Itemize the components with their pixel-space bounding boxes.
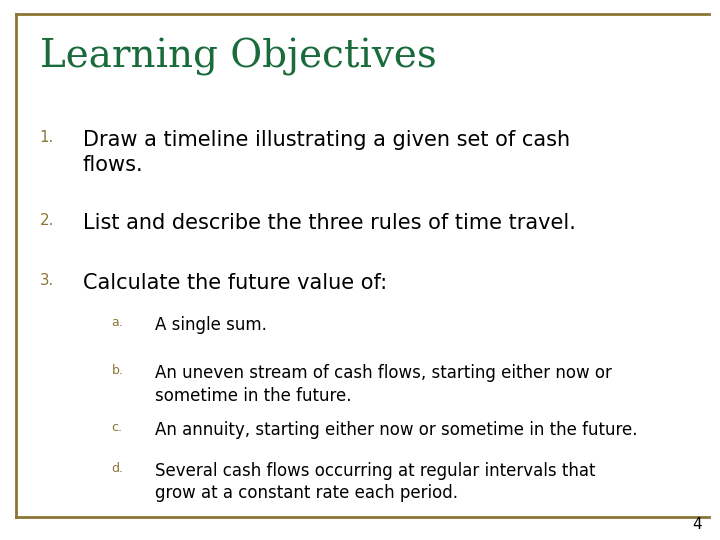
Text: Draw a timeline illustrating a given set of cash
flows.: Draw a timeline illustrating a given set… (83, 130, 570, 175)
Text: List and describe the three rules of time travel.: List and describe the three rules of tim… (83, 213, 576, 233)
Text: b.: b. (112, 364, 123, 377)
Text: 3.: 3. (40, 273, 54, 288)
Text: Several cash flows occurring at regular intervals that
grow at a constant rate e: Several cash flows occurring at regular … (155, 462, 595, 502)
Text: Calculate the future value of:: Calculate the future value of: (83, 273, 387, 293)
Text: 2.: 2. (40, 213, 54, 228)
Text: Learning Objectives: Learning Objectives (40, 38, 436, 76)
Text: An annuity, starting either now or sometime in the future.: An annuity, starting either now or somet… (155, 421, 637, 439)
Text: c.: c. (112, 421, 122, 434)
Text: d.: d. (112, 462, 124, 475)
Text: A single sum.: A single sum. (155, 316, 266, 334)
Text: 4: 4 (693, 517, 702, 532)
Text: 1.: 1. (40, 130, 54, 145)
Text: a.: a. (112, 316, 123, 329)
Text: An uneven stream of cash flows, starting either now or
sometime in the future.: An uneven stream of cash flows, starting… (155, 364, 612, 404)
